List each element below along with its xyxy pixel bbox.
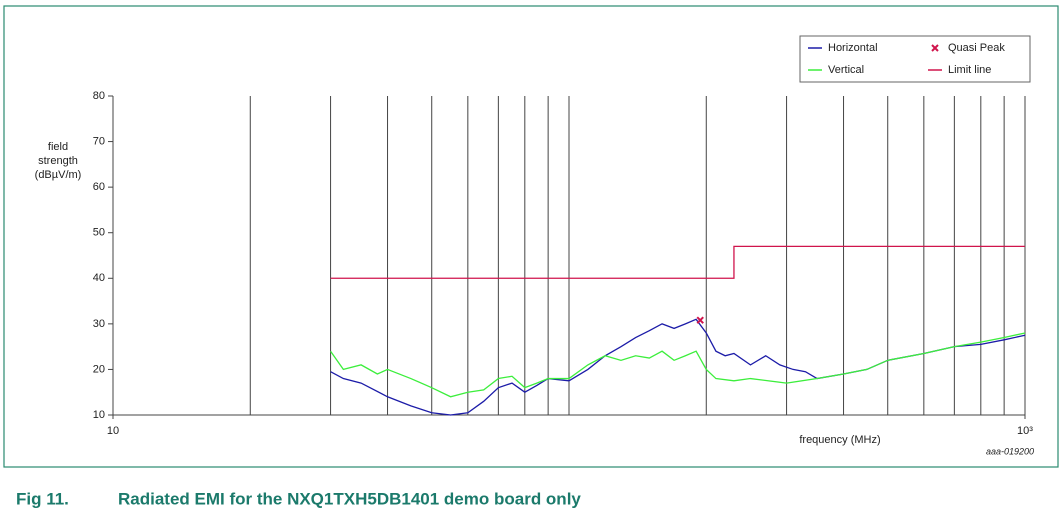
y-axis-label: field — [48, 141, 68, 153]
y-tick-label: 60 — [93, 181, 105, 193]
y-tick-label: 30 — [93, 318, 105, 330]
legend-label: Quasi Peak — [948, 42, 1005, 54]
figure-code: aaa-019200 — [986, 446, 1034, 456]
legend-box — [799, 35, 1031, 83]
legend-label: Limit line — [948, 64, 991, 76]
x-axis-label: frequency (MHz) — [799, 434, 880, 446]
y-axis-label: strength — [38, 155, 78, 167]
series-line — [330, 332, 1026, 398]
caption: Radiated EMI for the NXQ1TXH5DB1401 demo… — [118, 489, 581, 508]
figure-label: Fig 11. — [16, 489, 69, 508]
x-tick-label: 10 — [107, 425, 119, 437]
y-tick-label: 70 — [93, 135, 105, 147]
y-tick-label: 20 — [93, 363, 105, 375]
legend-label: Horizontal — [828, 42, 878, 54]
y-axis-label: (dBµV/m) — [35, 169, 82, 181]
y-tick-label: 10 — [93, 409, 105, 421]
quasi-peak-marker — [696, 316, 704, 324]
frame — [3, 5, 1059, 468]
y-tick-label: 80 — [93, 90, 105, 102]
legend-label: Vertical — [828, 64, 864, 76]
legend-swatch — [931, 44, 939, 52]
series-line — [330, 318, 1026, 416]
series-line — [330, 245, 1025, 279]
x-tick-label: 10³ — [1017, 425, 1033, 437]
y-tick-label: 40 — [93, 272, 105, 284]
y-tick-label: 50 — [93, 227, 105, 239]
